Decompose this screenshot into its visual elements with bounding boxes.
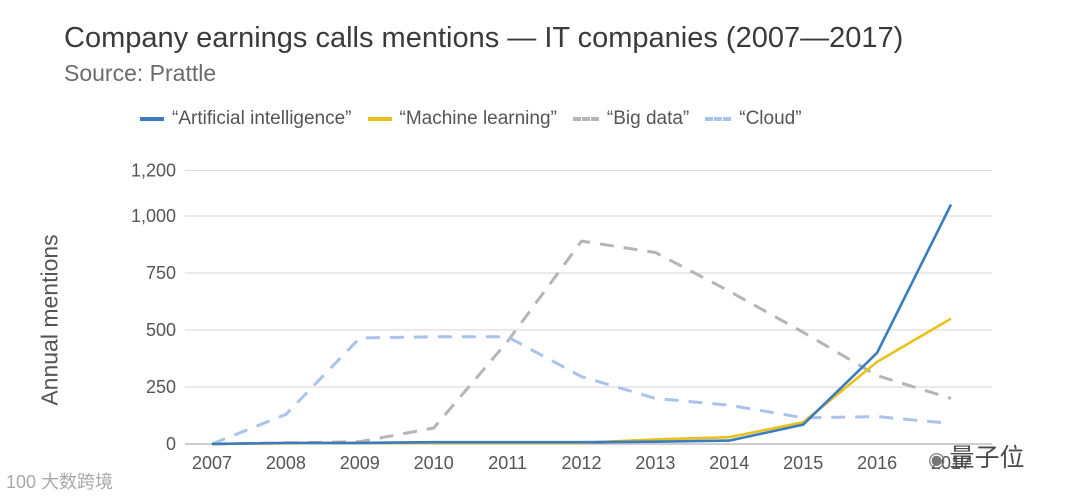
x-tick-label: 2016 bbox=[857, 453, 897, 473]
x-tick-label: 2012 bbox=[561, 453, 601, 473]
legend-label-ai: “Artificial intelligence” bbox=[172, 108, 352, 129]
x-tick-label: 2011 bbox=[488, 453, 527, 473]
legend-swatch-ai bbox=[140, 117, 164, 121]
wechat-icon: ◉ bbox=[928, 449, 946, 471]
legend-swatch-ml bbox=[367, 117, 392, 121]
legend-label-ml: “Machine learning” bbox=[399, 108, 557, 129]
x-tick-label: 2009 bbox=[340, 453, 380, 473]
watermark-left: 100 大数跨境 bbox=[6, 468, 113, 494]
legend-item-ml: “Machine learning” bbox=[367, 108, 557, 130]
watermark-right-text: 量子位 bbox=[949, 444, 1025, 472]
legend-swatch-big-data bbox=[572, 117, 599, 121]
x-tick-label: 2015 bbox=[783, 453, 823, 473]
legend-item-cloud: “Cloud” bbox=[705, 108, 802, 130]
y-tick-label: 1,000 bbox=[131, 206, 176, 226]
chart-subtitle: Source: Prattle bbox=[64, 60, 217, 86]
x-tick-label: 2017 bbox=[931, 453, 971, 473]
series-line-cloud bbox=[211, 335, 952, 446]
y-tick-label: 250 bbox=[146, 377, 176, 397]
watermark-left-logo: 100 bbox=[6, 472, 37, 492]
y-tick-label: 0 bbox=[166, 434, 176, 454]
x-tick-label: 2007 bbox=[192, 453, 232, 473]
x-tick-label: 2008 bbox=[266, 453, 306, 473]
series-line-big-data bbox=[211, 239, 952, 446]
series-line-artificial-intelligence bbox=[211, 204, 953, 446]
chart-legend: “Artificial intelligence” “Machine learn… bbox=[140, 108, 818, 130]
y-tick-label: 750 bbox=[146, 263, 176, 283]
series-line-machine-learning bbox=[211, 317, 952, 446]
legend-label-cloud: “Cloud” bbox=[739, 108, 802, 129]
watermark-left-text: 大数跨境 bbox=[41, 472, 114, 492]
y-tick-label: 500 bbox=[146, 320, 176, 340]
watermark-right: ◉ 量子位 bbox=[928, 438, 1024, 474]
chart-title: Company earnings calls mentions — IT com… bbox=[64, 22, 904, 54]
x-tick-label: 2014 bbox=[709, 453, 749, 473]
legend-item-ai: “Artificial intelligence” bbox=[140, 108, 352, 130]
legend-swatch-cloud bbox=[705, 117, 732, 121]
legend-label-big-data: “Big data” bbox=[606, 108, 690, 129]
y-tick-label: 1,200 bbox=[131, 160, 176, 180]
x-tick-label: 2010 bbox=[414, 453, 454, 473]
legend-item-big-data: “Big data” bbox=[572, 108, 690, 130]
x-tick-label: 2013 bbox=[635, 453, 675, 473]
